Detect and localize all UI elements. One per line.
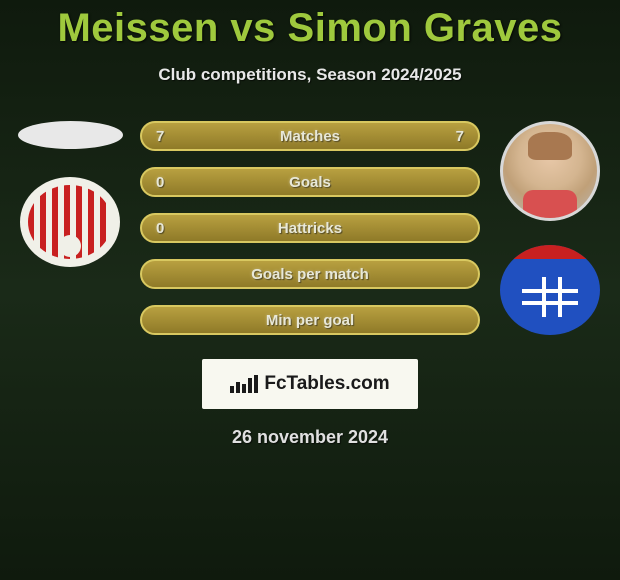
bar-chart-icon [230,375,258,393]
stat-bars: 7 Matches 7 0 Goals 0 Hattricks Goals pe… [140,121,480,351]
player-avatar-face [500,121,600,221]
brand-text: FcTables.com [264,373,389,395]
stat-row-goals: 0 Goals [140,167,480,197]
club-badge-sparta [20,177,120,267]
stat-label: Matches [142,128,478,145]
stat-label: Min per goal [142,312,478,329]
stat-label: Goals per match [142,266,478,283]
stat-label: Hattricks [142,220,478,237]
stat-label: Goals [142,174,478,191]
stat-row-hattricks: 0 Hattricks [140,213,480,243]
page-title: Meissen vs Simon Graves [0,0,620,51]
comparison-area: 7 Matches 7 0 Goals 0 Hattricks Goals pe… [0,121,620,351]
stat-row-matches: 7 Matches 7 [140,121,480,151]
player-avatar-placeholder [18,121,123,149]
left-player-column [10,121,130,267]
stat-row-goals-per-match: Goals per match [140,259,480,289]
right-player-column [490,121,610,335]
stat-row-min-per-goal: Min per goal [140,305,480,335]
subtitle: Club competitions, Season 2024/2025 [0,65,620,85]
brand-box: FcTables.com [202,359,418,409]
date-text: 26 november 2024 [0,427,620,448]
club-badge-zwolle [500,245,600,335]
